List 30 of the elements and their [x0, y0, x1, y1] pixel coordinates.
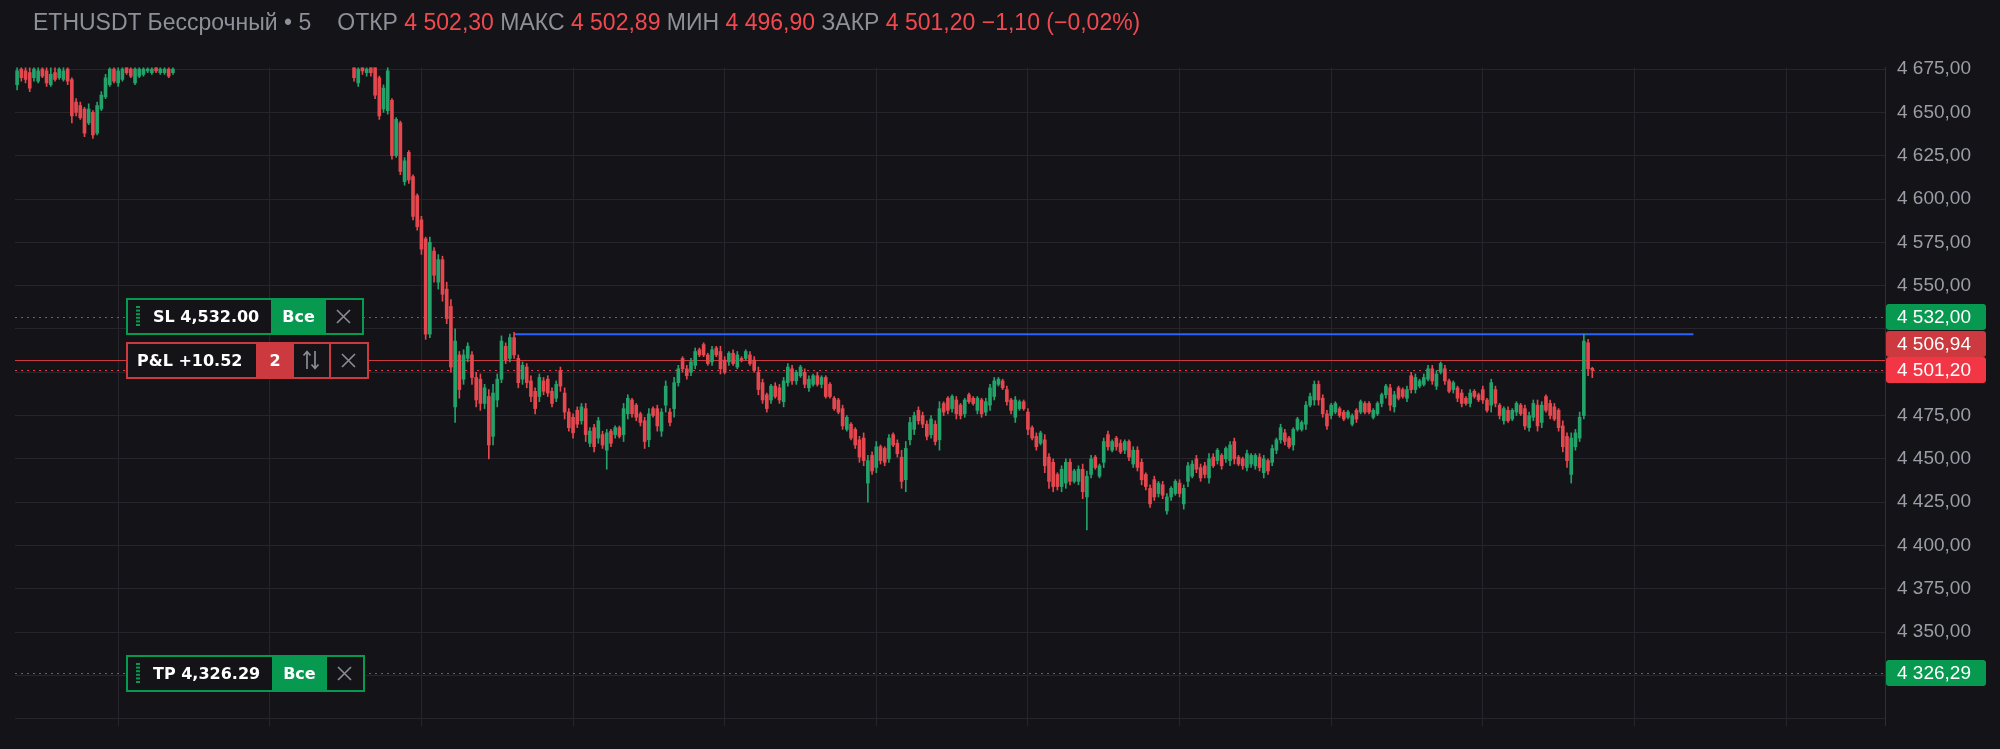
ref-line-label: 4 326,29 [1886, 660, 1986, 687]
order-box: TP 4,326.29 Все [126, 654, 365, 692]
y-tick-label: 4 600,00 [1897, 187, 1971, 209]
badge: 2 [256, 343, 294, 377]
annotation: TP 4,326.29 [153, 663, 261, 683]
ref-line-label: 4 506,94 [1886, 331, 1986, 358]
order-box: P&L +10.52 2 [126, 341, 369, 379]
y-tick-label: 4 625,00 [1897, 143, 1971, 165]
y-tick-label: 4 400,00 [1897, 533, 1971, 555]
y-tick-label: 4 475,00 [1897, 403, 1971, 425]
y-tick-label: 4 375,00 [1897, 577, 1971, 598]
annotation: SL 4,532.00 [153, 307, 260, 327]
y-tick-label: 4 675,00 [1897, 57, 1971, 79]
annotation: 2 [269, 350, 281, 370]
badge: Все [271, 300, 326, 334]
annotation: Все [282, 307, 315, 327]
y-tick-label: 4 425,00 [1897, 490, 1971, 512]
chart-title: ETHUSDT Бессрочный • 5 [33, 8, 312, 36]
chart-subtitle: ОТКР 4 502,30 МАКС 4 502,89 МИН 4 496,90 ЗАКР 4 501,20 −1,10 (−0,02%) [337, 8, 1141, 35]
y-tick-label: 4 350,00 [1897, 620, 1971, 642]
y-tick-label: 4 450,00 [1897, 447, 1971, 469]
ref-line-label: 4 501,20 [1886, 357, 1986, 384]
y-tick-label: 4 550,00 [1897, 273, 1971, 295]
y-tick-label: 4 575,00 [1897, 230, 1971, 252]
badge: Все [272, 656, 327, 690]
y-tick-label: 4 650,00 [1897, 100, 1971, 122]
order-box: SL 4,532.00 Все [126, 298, 364, 336]
ref-line-label: 4 532,00 [1886, 303, 1986, 330]
annotation: P&L +10.52 [137, 350, 243, 370]
annotation: Все [283, 663, 316, 683]
